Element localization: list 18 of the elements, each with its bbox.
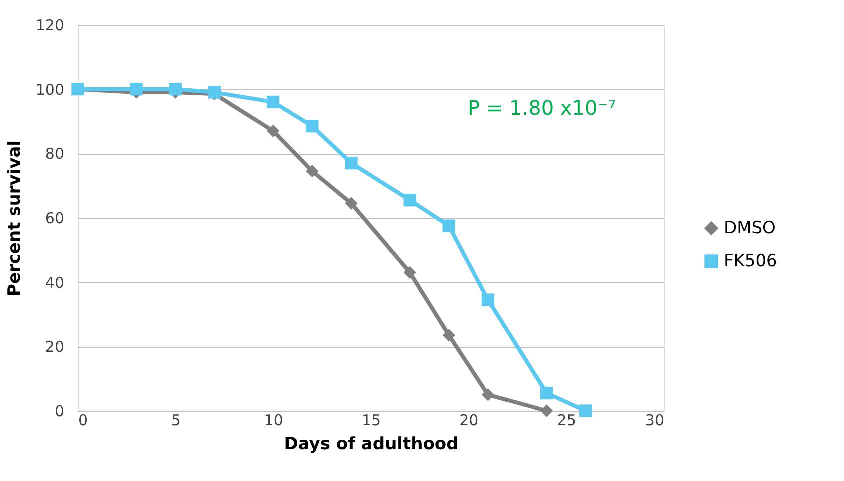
y-tick-label: 60 [45, 210, 64, 228]
x-tick-label: 5 [171, 412, 181, 430]
legend-label: FK506 [724, 252, 778, 272]
y-tick-label: 20 [45, 338, 64, 356]
y-tick-label: 120 [36, 16, 64, 34]
x-axis-title: Days of adulthood [284, 434, 459, 454]
y-axis-title: Percent survival [4, 140, 25, 297]
annotation: P = 1.80 x10⁻⁷ [468, 96, 616, 120]
legend-label: DMSO [724, 218, 776, 238]
y-tick-label: 80 [45, 145, 64, 164]
x-tick-label: 20 [460, 412, 479, 430]
x-tick-label: 30 [645, 412, 664, 430]
x-tick-label: 15 [362, 412, 382, 430]
x-tick-label: 25 [557, 412, 576, 430]
y-tick-label: 100 [36, 80, 64, 99]
y-tick-label: 40 [45, 274, 64, 292]
x-tick-label: 0 [78, 412, 88, 430]
x-tick-label: 10 [264, 412, 284, 430]
